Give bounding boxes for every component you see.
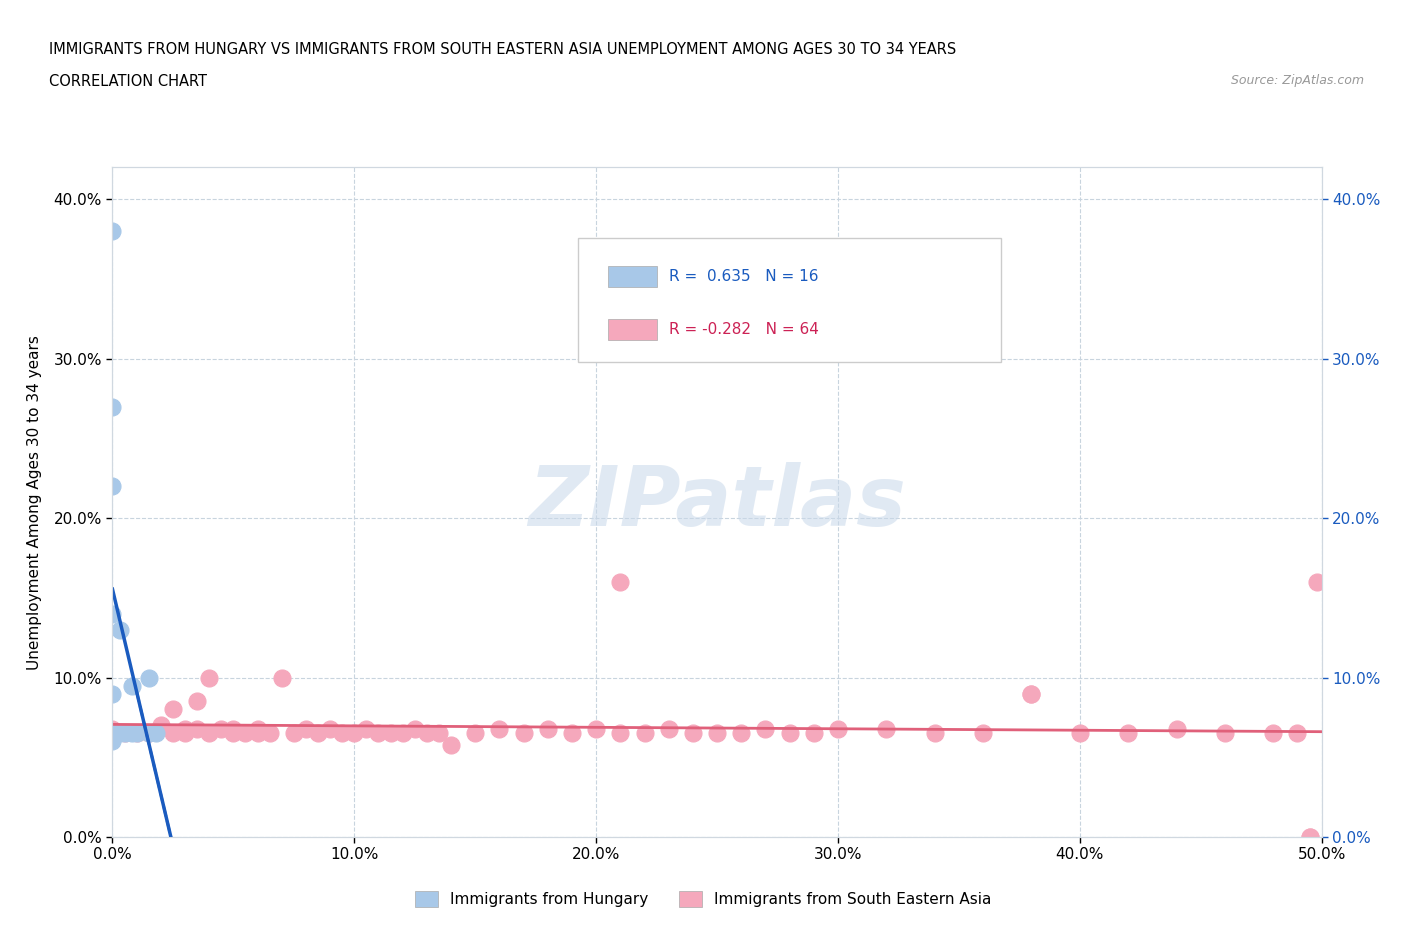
Point	[609, 726, 631, 741]
FancyBboxPatch shape	[578, 238, 1001, 362]
Point	[924, 726, 946, 741]
Point	[125, 726, 148, 741]
Point	[121, 726, 143, 741]
Point	[101, 479, 124, 494]
Point	[246, 726, 269, 741]
Point	[101, 726, 124, 741]
Point	[633, 726, 655, 741]
Point	[222, 721, 245, 736]
Text: R = -0.282   N = 64: R = -0.282 N = 64	[669, 322, 818, 337]
Point	[609, 575, 631, 590]
Point	[1263, 726, 1285, 741]
Point	[827, 721, 849, 736]
Point	[380, 726, 402, 741]
Point	[1298, 830, 1320, 844]
Point	[1116, 726, 1139, 741]
Point	[186, 694, 208, 709]
Point	[108, 726, 131, 741]
Point	[1286, 726, 1309, 741]
Point	[246, 721, 269, 736]
Point	[259, 726, 281, 741]
Point	[658, 721, 681, 736]
Point	[367, 726, 389, 741]
Point	[330, 726, 353, 741]
Point	[537, 721, 560, 736]
Point	[561, 726, 583, 741]
Point	[754, 721, 776, 736]
Point	[1298, 830, 1320, 844]
Point	[138, 671, 160, 685]
Text: Source: ZipAtlas.com: Source: ZipAtlas.com	[1230, 74, 1364, 87]
Point	[307, 726, 329, 741]
Point	[235, 726, 257, 741]
Point	[356, 721, 378, 736]
Point	[149, 718, 172, 733]
Y-axis label: Unemployment Among Ages 30 to 34 years: Unemployment Among Ages 30 to 34 years	[28, 335, 42, 670]
Point	[108, 622, 131, 637]
Point	[101, 734, 124, 749]
Point	[114, 726, 136, 741]
Point	[464, 726, 486, 741]
Point	[682, 726, 704, 741]
Point	[198, 726, 221, 741]
Point	[209, 721, 232, 736]
Point	[270, 671, 292, 685]
Text: ZIPatlas: ZIPatlas	[529, 461, 905, 543]
Point	[706, 726, 728, 741]
Point	[114, 726, 136, 741]
Point	[295, 721, 318, 736]
Point	[1213, 726, 1236, 741]
FancyBboxPatch shape	[609, 266, 657, 287]
Point	[343, 726, 366, 741]
Point	[121, 678, 143, 693]
Point	[174, 721, 197, 736]
Point	[1021, 686, 1043, 701]
Point	[138, 726, 160, 741]
Point	[875, 721, 897, 736]
Legend: Immigrants from Hungary, Immigrants from South Eastern Asia: Immigrants from Hungary, Immigrants from…	[409, 884, 997, 913]
Point	[101, 606, 124, 621]
Point	[512, 726, 534, 741]
Point	[101, 399, 124, 414]
Point	[222, 726, 245, 741]
Point	[803, 726, 825, 741]
Point	[1021, 686, 1043, 701]
Point	[1166, 721, 1188, 736]
Text: IMMIGRANTS FROM HUNGARY VS IMMIGRANTS FROM SOUTH EASTERN ASIA UNEMPLOYMENT AMONG: IMMIGRANTS FROM HUNGARY VS IMMIGRANTS FR…	[49, 42, 956, 57]
Point	[101, 721, 124, 736]
Point	[440, 737, 463, 752]
Point	[186, 721, 208, 736]
Point	[488, 721, 510, 736]
Point	[101, 726, 124, 741]
Point	[319, 721, 342, 736]
Point	[101, 224, 124, 239]
Point	[101, 686, 124, 701]
Point	[125, 726, 148, 741]
Point	[283, 726, 305, 741]
Point	[585, 721, 607, 736]
Point	[779, 726, 801, 741]
Point	[1069, 726, 1091, 741]
Point	[391, 726, 413, 741]
Point	[416, 726, 439, 741]
Point	[972, 726, 994, 741]
Text: CORRELATION CHART: CORRELATION CHART	[49, 74, 207, 89]
Point	[138, 726, 160, 741]
Point	[730, 726, 752, 741]
Point	[162, 702, 184, 717]
Text: R =  0.635   N = 16: R = 0.635 N = 16	[669, 269, 818, 284]
Point	[1306, 575, 1329, 590]
Point	[145, 726, 167, 741]
Point	[404, 721, 426, 736]
FancyBboxPatch shape	[609, 319, 657, 340]
Point	[174, 726, 197, 741]
Point	[162, 726, 184, 741]
Point	[198, 671, 221, 685]
Point	[427, 726, 450, 741]
